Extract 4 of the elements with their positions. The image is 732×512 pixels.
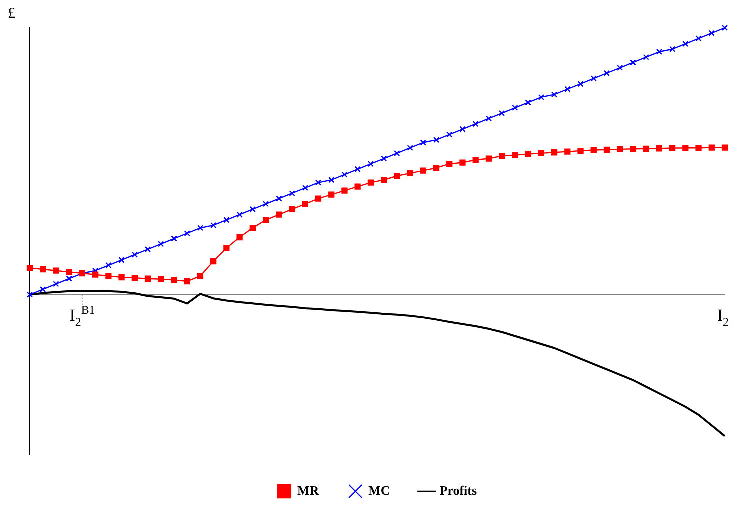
legend-label: MC <box>368 482 390 498</box>
legend-label: MR <box>297 482 320 498</box>
legend-label: Profits <box>440 482 478 498</box>
y-axis-title: £ <box>8 6 16 22</box>
